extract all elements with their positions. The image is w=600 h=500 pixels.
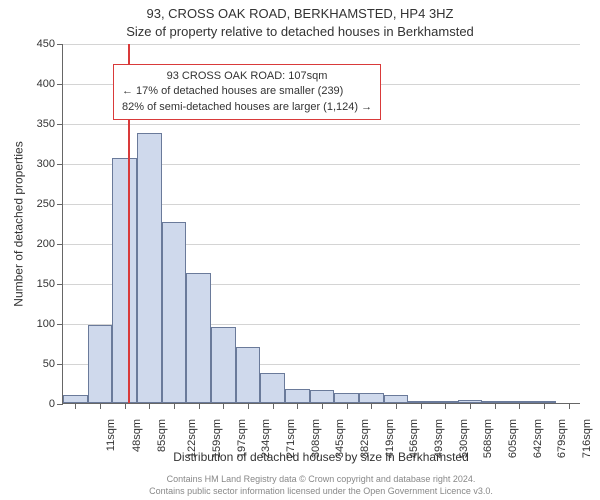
histogram-bar xyxy=(162,222,187,403)
chart-title-line2: Size of property relative to detached ho… xyxy=(0,24,600,39)
annotation-line: 82% of semi-detached houses are larger (… xyxy=(122,100,372,115)
x-tick xyxy=(174,403,175,409)
y-tick xyxy=(57,44,63,45)
histogram-bar xyxy=(507,401,532,403)
x-tick-label: 716sqm xyxy=(581,419,593,458)
y-tick xyxy=(57,324,63,325)
histogram-bar xyxy=(236,347,261,403)
histogram-bar xyxy=(359,393,384,403)
x-tick-label: 85sqm xyxy=(156,419,168,452)
x-tick xyxy=(347,403,348,409)
y-tick-label: 0 xyxy=(49,398,55,410)
x-tick xyxy=(544,403,545,409)
x-tick xyxy=(371,403,372,409)
y-tick-label: 400 xyxy=(37,78,55,90)
x-tick xyxy=(519,403,520,409)
x-axis-title: Distribution of detached houses by size … xyxy=(62,450,580,464)
x-tick xyxy=(470,403,471,409)
plot-area: 05010015020025030035040045011sqm48sqm85s… xyxy=(62,44,580,404)
x-tick xyxy=(100,403,101,409)
histogram-bar xyxy=(112,158,137,403)
histogram-bar xyxy=(310,390,335,403)
chart-title-line1: 93, CROSS OAK ROAD, BERKHAMSTED, HP4 3HZ xyxy=(0,6,600,21)
y-tick-label: 350 xyxy=(37,118,55,130)
y-tick-label: 250 xyxy=(37,198,55,210)
y-tick xyxy=(57,84,63,85)
source-line-2: Contains public sector information licen… xyxy=(62,486,580,496)
x-tick xyxy=(322,403,323,409)
x-tick xyxy=(396,403,397,409)
x-tick xyxy=(445,403,446,409)
y-tick xyxy=(57,244,63,245)
x-tick xyxy=(297,403,298,409)
chart-container: 93, CROSS OAK ROAD, BERKHAMSTED, HP4 3HZ… xyxy=(0,0,600,500)
x-tick-label: 48sqm xyxy=(131,419,143,452)
histogram-bar xyxy=(334,393,359,403)
histogram-bar xyxy=(482,401,507,403)
histogram-bar xyxy=(285,389,310,403)
x-tick-label: 11sqm xyxy=(106,419,118,451)
x-tick xyxy=(248,403,249,409)
histogram-bar xyxy=(260,373,285,403)
x-tick xyxy=(199,403,200,409)
y-tick xyxy=(57,204,63,205)
y-tick xyxy=(57,404,63,405)
y-tick-label: 100 xyxy=(37,318,55,330)
histogram-bar xyxy=(532,401,557,403)
y-tick-label: 200 xyxy=(37,238,55,250)
y-tick xyxy=(57,124,63,125)
x-tick xyxy=(75,403,76,409)
annotation-box: 93 CROSS OAK ROAD: 107sqm← 17% of detach… xyxy=(113,64,381,120)
x-tick xyxy=(495,403,496,409)
y-axis-title: Number of detached properties xyxy=(11,44,27,404)
histogram-bar xyxy=(433,401,458,403)
x-tick xyxy=(149,403,150,409)
histogram-bar xyxy=(137,133,162,403)
histogram-bar xyxy=(384,395,409,403)
histogram-bar xyxy=(88,325,113,403)
histogram-bar xyxy=(63,395,88,403)
y-tick xyxy=(57,284,63,285)
x-tick xyxy=(569,403,570,409)
y-tick-label: 50 xyxy=(43,358,55,370)
annotation-line: 93 CROSS OAK ROAD: 107sqm xyxy=(122,69,372,84)
histogram-bar xyxy=(458,400,483,403)
y-tick xyxy=(57,364,63,365)
y-tick-label: 150 xyxy=(37,278,55,290)
source-line-1: Contains HM Land Registry data © Crown c… xyxy=(62,474,580,484)
grid-line xyxy=(63,44,580,45)
x-tick xyxy=(273,403,274,409)
histogram-bar xyxy=(408,401,433,403)
grid-line xyxy=(63,124,580,125)
histogram-bar xyxy=(186,273,211,403)
x-tick xyxy=(223,403,224,409)
y-tick-label: 450 xyxy=(37,38,55,50)
x-tick xyxy=(125,403,126,409)
y-tick xyxy=(57,164,63,165)
annotation-line: ← 17% of detached houses are smaller (23… xyxy=(122,84,372,99)
grid-line xyxy=(63,84,580,85)
y-axis-title-text: Number of detached properties xyxy=(12,141,26,306)
x-tick xyxy=(421,403,422,409)
y-tick-label: 300 xyxy=(37,158,55,170)
histogram-bar xyxy=(211,327,236,403)
